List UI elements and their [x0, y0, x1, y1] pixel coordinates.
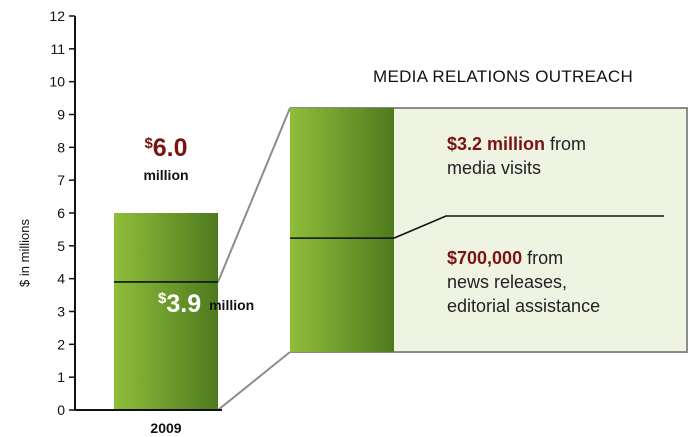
breakdown-bar	[290, 108, 394, 352]
y-tick-label: 0	[57, 402, 65, 418]
y-tick-label: 4	[57, 271, 65, 287]
connector-line-top	[217, 107, 291, 283]
y-tick-label: 8	[57, 139, 65, 155]
x-category-label: 2009	[150, 420, 181, 436]
breakdown-item-news-releases: $700,000 from news releases, editorial as…	[447, 248, 600, 316]
y-axis-label: $ in millions	[17, 219, 32, 287]
y-tick-label: 3	[57, 304, 65, 320]
breakdown-title: MEDIA RELATIONS OUTREACH	[373, 67, 633, 86]
y-tick-label: 10	[49, 74, 65, 90]
y-tick-label: 11	[50, 41, 65, 57]
y-tick-label: 1	[57, 369, 65, 385]
breakdown-item-media-visits: $3.2 million from media visits	[447, 134, 591, 178]
y-tick-label: 9	[57, 107, 65, 123]
bar-total-label: $6.0	[144, 134, 187, 162]
y-tick-label: 5	[57, 238, 65, 254]
connector-line-bottom	[217, 351, 291, 411]
bar-total-unit: million	[143, 167, 188, 183]
bar-2009	[114, 213, 218, 410]
y-tick-label: 12	[49, 8, 65, 24]
breakdown-leader-line	[393, 215, 664, 239]
y-tick-label: 2	[57, 336, 65, 352]
bar-segment-label: $3.9 million	[158, 290, 254, 318]
y-tick-label: 6	[57, 205, 65, 221]
y-tick-label: 7	[57, 172, 65, 188]
